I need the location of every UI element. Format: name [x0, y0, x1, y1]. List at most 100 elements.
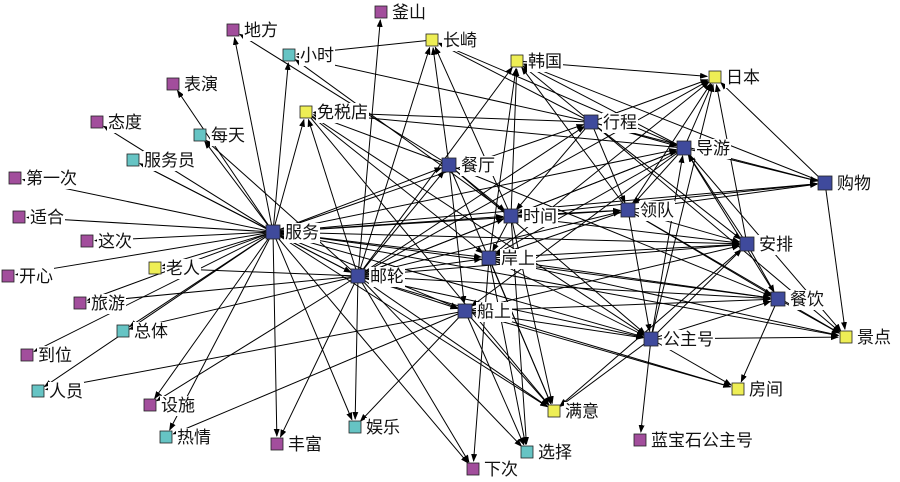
- label-background: [176, 428, 212, 448]
- node-square: [270, 437, 284, 451]
- edge-安排-导游: [687, 153, 748, 245]
- node-square: [265, 224, 281, 240]
- node-购物[interactable]: 购物: [817, 174, 872, 194]
- edge-邮轮-时间: [357, 218, 505, 277]
- node-label: 娱乐: [366, 418, 400, 438]
- node-square: [193, 128, 207, 142]
- edge-邮轮-房间: [357, 275, 732, 388]
- node-时间[interactable]: 时间: [503, 207, 558, 227]
- edge-邮轮-安排: [357, 242, 741, 277]
- node-label: 公主号: [663, 330, 714, 350]
- node-label: 老人: [166, 259, 200, 279]
- node-square: [583, 114, 599, 130]
- node-娱乐[interactable]: 娱乐: [348, 418, 401, 438]
- node-square: [374, 5, 388, 19]
- node-square: [510, 54, 524, 68]
- label-background: [564, 402, 600, 422]
- node-label: 丰富: [288, 435, 322, 455]
- edge-邮轮-免税店: [307, 118, 359, 277]
- node-square: [12, 210, 26, 224]
- edge-安排-满意: [559, 243, 748, 407]
- node-第一次[interactable]: 第一次: [8, 169, 78, 189]
- node-label: 热情: [177, 428, 211, 448]
- node-免税店[interactable]: 免税店: [299, 103, 369, 123]
- edge-岸上-日本: [488, 81, 710, 259]
- edge-导游-长崎: [438, 42, 685, 149]
- node-餐厅[interactable]: 餐厅: [441, 156, 496, 176]
- node-满意[interactable]: 满意: [547, 402, 600, 422]
- node-设施[interactable]: 设施: [143, 396, 196, 416]
- node-开心[interactable]: 开心: [1, 267, 54, 287]
- label-background: [662, 330, 715, 350]
- node-label: 每天: [211, 126, 245, 146]
- node-square: [350, 268, 366, 284]
- edge-时间-韩国: [510, 67, 520, 217]
- node-适合[interactable]: 适合: [12, 208, 65, 228]
- edge-岸上-景点: [488, 257, 840, 337]
- node-label: 房间: [749, 380, 783, 400]
- node-日本[interactable]: 日本: [708, 68, 761, 88]
- node-square: [73, 296, 87, 310]
- node-下次[interactable]: 下次: [466, 460, 519, 480]
- edge-免税店-岸上: [305, 111, 484, 254]
- edge-服务-地方: [232, 36, 274, 233]
- node-label: 满意: [565, 402, 599, 422]
- edge-安排-餐饮: [746, 243, 775, 293]
- edge-服务-设施: [154, 231, 274, 400]
- node-领队[interactable]: 领队: [620, 201, 675, 221]
- node-釜山[interactable]: 釜山: [374, 3, 427, 23]
- edge-行程-时间: [515, 121, 592, 211]
- node-服务[interactable]: 服务: [265, 223, 320, 243]
- node-square: [520, 445, 534, 459]
- node-安排[interactable]: 安排: [739, 235, 794, 255]
- edge-服务-满意: [272, 231, 549, 408]
- node-景点[interactable]: 景点: [839, 328, 892, 348]
- node-旅游[interactable]: 旅游: [73, 294, 126, 314]
- node-地方[interactable]: 地方: [226, 21, 279, 41]
- node-热情[interactable]: 热情: [159, 428, 212, 448]
- node-label: 邮轮: [370, 267, 404, 287]
- node-小时[interactable]: 小时: [282, 46, 335, 66]
- node-label: 选择: [538, 443, 572, 463]
- edge-邮轮-选择: [357, 275, 523, 447]
- edge-服务-总体: [128, 231, 274, 328]
- node-老人[interactable]: 老人: [148, 259, 201, 279]
- edge-服务-小时: [272, 61, 291, 233]
- node-蓝宝石公主号[interactable]: 蓝宝石公主号: [633, 431, 754, 451]
- node-岸上[interactable]: 岸上: [481, 249, 536, 269]
- label-background: [391, 3, 427, 23]
- node-长崎[interactable]: 长崎: [425, 31, 478, 51]
- node-丰富[interactable]: 丰富: [270, 435, 323, 455]
- edge-餐饮-房间: [740, 298, 779, 383]
- node-label: 这次: [98, 232, 132, 252]
- node-房间[interactable]: 房间: [731, 380, 784, 400]
- edge-服务-表演: [176, 89, 274, 233]
- edge-领队-韩国: [521, 66, 629, 211]
- node-人员[interactable]: 人员: [31, 382, 84, 402]
- node-总体[interactable]: 总体: [116, 322, 169, 342]
- node-行程[interactable]: 行程: [583, 113, 638, 133]
- node-每天[interactable]: 每天: [193, 126, 246, 146]
- node-label: 餐饮: [790, 290, 824, 310]
- label-background: [165, 259, 201, 279]
- node-label: 行程: [603, 113, 637, 133]
- node-船上[interactable]: 船上: [457, 302, 512, 322]
- node-服务员[interactable]: 服务员: [126, 151, 196, 171]
- node-韩国[interactable]: 韩国: [510, 52, 563, 72]
- node-态度[interactable]: 态度: [90, 113, 143, 133]
- node-label: 免税店: [317, 103, 368, 123]
- node-到位[interactable]: 到位: [20, 346, 73, 366]
- node-餐饮[interactable]: 餐饮: [770, 290, 825, 310]
- node-选择[interactable]: 选择: [520, 443, 573, 463]
- label-background: [369, 267, 405, 287]
- node-邮轮[interactable]: 邮轮: [350, 267, 405, 287]
- node-公主号[interactable]: 公主号: [643, 330, 715, 350]
- node-导游[interactable]: 导游: [676, 139, 731, 159]
- node-label: 表演: [184, 75, 218, 95]
- edge-免税店-满意: [305, 111, 550, 406]
- node-表演[interactable]: 表演: [166, 75, 219, 95]
- edge-行程-长崎: [438, 43, 592, 123]
- node-这次[interactable]: 这次: [80, 232, 133, 252]
